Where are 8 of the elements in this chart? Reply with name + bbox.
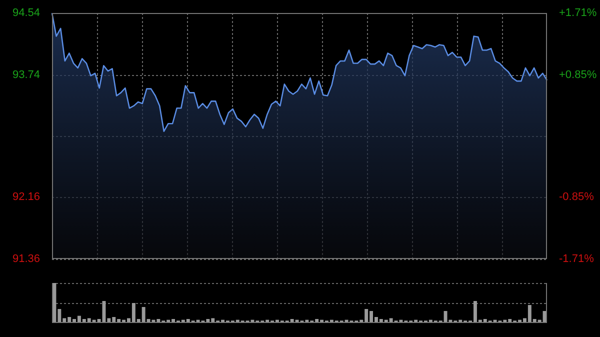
y2-tick-label: -0.85% [559,191,594,204]
y2-tick-label: +0.85% [559,68,597,81]
y2-tick-label: -1.71% [559,253,594,266]
y-tick-label: 92.16 [12,191,40,204]
y-tick-label: 94.54 [12,7,40,20]
y-tick-label: 93.74 [12,68,40,81]
y-tick-label: 91.36 [12,253,40,266]
y2-tick-label: +1.71% [559,7,597,20]
